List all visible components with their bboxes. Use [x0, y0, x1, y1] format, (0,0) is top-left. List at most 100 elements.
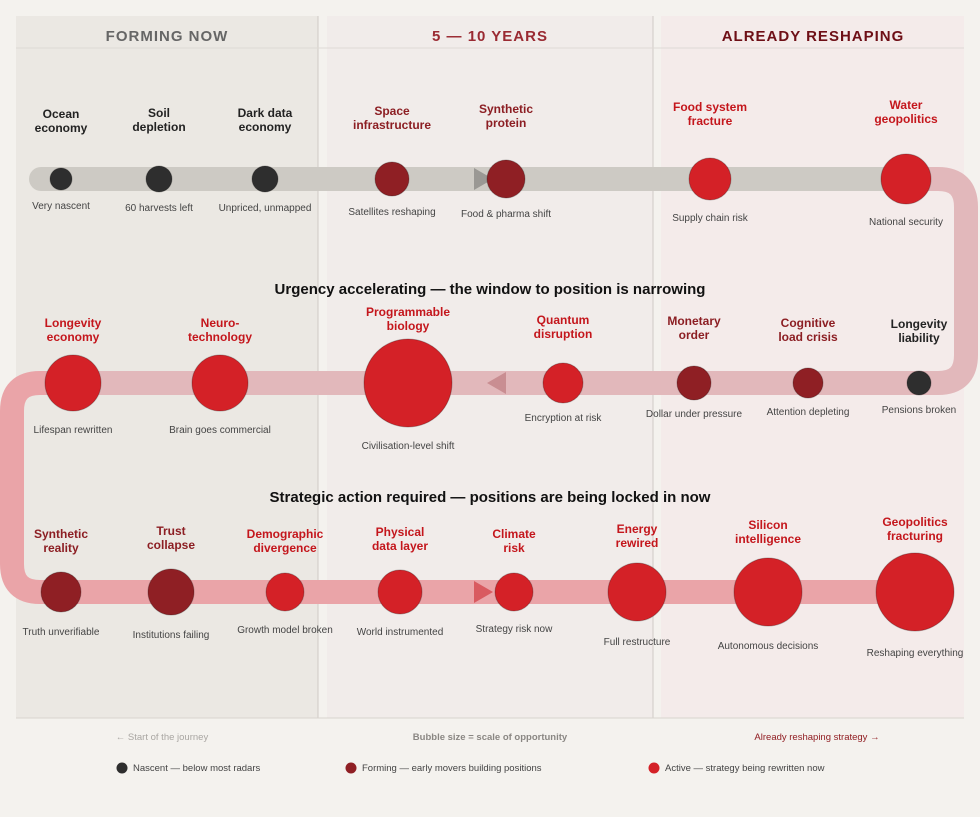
- node-label-programmable-biology: Programmable: [366, 305, 450, 319]
- direction-arrow-right: [474, 581, 493, 603]
- node-label-energy-rewired: rewired: [616, 536, 659, 550]
- column-header-already-reshaping: ALREADY RESHAPING: [722, 28, 905, 45]
- bubble-geopolitics-fracturing: [875, 552, 955, 632]
- node-label-demographic-divergence: Demographic: [247, 527, 324, 541]
- node-label-quantum-disruption: disruption: [534, 327, 593, 341]
- direction-arrow-right: [474, 168, 493, 190]
- bubble-synthetic-protein: [486, 159, 526, 199]
- node-caption-synthetic-protein: Food & pharma shift: [461, 209, 551, 220]
- bubble-quantum-disruption: [542, 362, 584, 404]
- bubble-energy-rewired: [607, 562, 667, 622]
- node-label-silicon-intelligence: Silicon: [748, 518, 787, 532]
- node-label-neuro-technology: technology: [188, 330, 252, 344]
- node-caption-longevity-economy: Lifespan rewritten: [34, 425, 113, 436]
- node-label-geopolitics-fracturing: fracturing: [887, 529, 943, 543]
- legend-nascent-text: Nascent — below most radars: [133, 763, 260, 774]
- node-caption-ocean-economy: Very nascent: [32, 201, 90, 212]
- column-header-5-10-years: 5 — 10 YEARS: [432, 28, 548, 45]
- node-caption-geopolitics-fracturing: Reshaping everything: [867, 648, 964, 659]
- bubble-climate-risk: [494, 572, 534, 612]
- node-neuro-technology: Neuro-technology Brain goes commercial: [169, 316, 271, 436]
- column-header-forming-now: FORMING NOW: [106, 28, 229, 45]
- legend-active-text: Active — strategy being rewritten now: [665, 763, 825, 774]
- node-caption-water-geopolitics: National security: [869, 217, 943, 228]
- footer-already-reshaping: Already reshaping strategy →: [754, 732, 879, 743]
- urgency-banner: Urgency accelerating — the window to pos…: [275, 281, 706, 298]
- node-label-programmable-biology: biology: [387, 319, 430, 333]
- node-label-soil-depletion: depletion: [132, 120, 185, 134]
- bubble-trust-collapse: [147, 568, 195, 616]
- node-label-space-infrastructure: infrastructure: [353, 118, 431, 132]
- node-label-monetary-order: Monetary: [667, 314, 721, 328]
- bubble-food-system-fracture: [688, 157, 732, 201]
- bubble-demographic-divergence: [265, 572, 305, 612]
- node-label-silicon-intelligence: intelligence: [735, 532, 801, 546]
- node-label-longevity-economy: economy: [47, 330, 100, 344]
- node-label-food-system-fracture: fracture: [688, 114, 733, 128]
- node-label-demographic-divergence: divergence: [253, 541, 317, 555]
- legend-forming-swatch: [345, 762, 357, 774]
- node-caption-energy-rewired: Full restructure: [604, 637, 671, 648]
- footer-bubble-size-note: Bubble size = scale of opportunity: [413, 732, 568, 743]
- node-label-trust-collapse: collapse: [147, 538, 195, 552]
- footer-start-journey: ← Start of the journey: [116, 732, 209, 743]
- bubble-synthetic-reality: [40, 571, 82, 613]
- node-label-water-geopolitics: geopolitics: [874, 112, 938, 126]
- node-label-climate-risk: risk: [503, 541, 525, 555]
- node-label-longevity-liability: Longevity: [891, 317, 948, 331]
- node-label-dark-data-economy: economy: [239, 120, 292, 134]
- node-caption-climate-risk: Strategy risk now: [476, 624, 553, 635]
- node-label-dark-data-economy: Dark data: [238, 106, 293, 120]
- node-label-geopolitics-fracturing: Geopolitics: [882, 515, 948, 529]
- node-caption-food-system-fracture: Supply chain risk: [672, 213, 749, 224]
- node-label-synthetic-protein: Synthetic: [479, 102, 533, 116]
- node-label-synthetic-protein: protein: [486, 116, 527, 130]
- node-caption-monetary-order: Dollar under pressure: [646, 409, 743, 420]
- node-label-cognitive-load-crisis: load crisis: [778, 330, 838, 344]
- bubble-longevity-economy: [44, 354, 102, 412]
- bubble-water-geopolitics: [880, 153, 932, 205]
- node-caption-synthetic-reality: Truth unverifiable: [23, 627, 100, 638]
- bubble-monetary-order: [676, 365, 712, 401]
- node-label-cognitive-load-crisis: Cognitive: [781, 316, 836, 330]
- node-label-space-infrastructure: Space: [374, 104, 410, 118]
- node-label-longevity-liability: liability: [898, 331, 940, 345]
- node-label-quantum-disruption: Quantum: [537, 313, 590, 327]
- node-label-ocean-economy: economy: [35, 121, 88, 135]
- node-caption-space-infrastructure: Satellites reshaping: [348, 207, 435, 218]
- track-connector-left: [0, 371, 73, 604]
- node-caption-physical-data-layer: World instrumented: [357, 627, 444, 638]
- legend-nascent-swatch: [116, 762, 128, 774]
- node-caption-cognitive-load-crisis: Attention depleting: [767, 407, 850, 418]
- node-label-monetary-order: order: [679, 328, 710, 342]
- bubble-neuro-technology: [191, 354, 249, 412]
- node-caption-dark-data-economy: Unpriced, unmapped: [219, 203, 312, 214]
- bubble-soil-depletion: [145, 165, 173, 193]
- node-label-synthetic-reality: reality: [43, 541, 79, 555]
- bubble-space-infrastructure: [374, 161, 410, 197]
- legend-active-swatch: [648, 762, 660, 774]
- track-connector-right: [906, 167, 978, 395]
- node-caption-demographic-divergence: Growth model broken: [237, 625, 333, 636]
- node-label-water-geopolitics: Water: [890, 98, 923, 112]
- direction-arrow-left: [487, 372, 506, 394]
- bubble-ocean-economy: [49, 167, 73, 191]
